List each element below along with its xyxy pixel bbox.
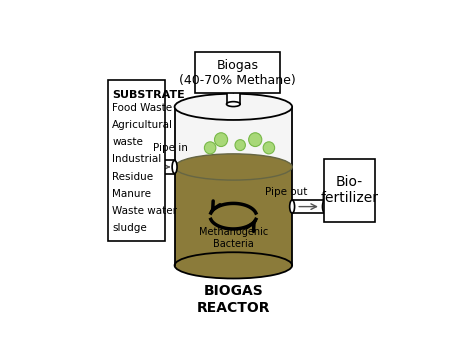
Ellipse shape	[174, 252, 292, 279]
Ellipse shape	[174, 154, 292, 180]
Text: BIOGAS
REACTOR: BIOGAS REACTOR	[197, 284, 270, 315]
Text: sludge: sludge	[112, 223, 147, 233]
FancyBboxPatch shape	[195, 52, 280, 93]
Bar	[227, 60, 240, 104]
Ellipse shape	[158, 160, 164, 174]
Ellipse shape	[172, 160, 177, 174]
Text: Bio-
fertilizer: Bio- fertilizer	[320, 175, 379, 205]
Ellipse shape	[174, 154, 292, 180]
Text: Biogas
(40-70% Methane): Biogas (40-70% Methane)	[179, 59, 296, 87]
Polygon shape	[174, 107, 292, 167]
Text: Agricultural: Agricultural	[112, 120, 173, 130]
Ellipse shape	[249, 133, 262, 147]
Ellipse shape	[322, 200, 328, 213]
Ellipse shape	[235, 140, 246, 151]
Ellipse shape	[215, 133, 228, 147]
FancyBboxPatch shape	[324, 159, 375, 222]
Bar	[292, 200, 325, 213]
Bar	[161, 160, 174, 174]
Ellipse shape	[263, 142, 274, 154]
Text: Waste water: Waste water	[112, 206, 177, 216]
Text: Manure: Manure	[112, 189, 151, 199]
Text: Methanogenic
Bacteria: Methanogenic Bacteria	[199, 227, 268, 249]
Ellipse shape	[174, 94, 292, 120]
Text: Industrial: Industrial	[112, 154, 162, 164]
Text: Pipe in: Pipe in	[153, 143, 188, 153]
Ellipse shape	[227, 58, 240, 63]
Ellipse shape	[174, 94, 292, 120]
FancyBboxPatch shape	[108, 80, 165, 241]
Polygon shape	[174, 167, 292, 266]
Ellipse shape	[290, 200, 294, 213]
Ellipse shape	[174, 252, 292, 279]
Ellipse shape	[227, 102, 240, 106]
Text: waste: waste	[112, 137, 143, 147]
Text: Residue: Residue	[112, 171, 154, 182]
Text: SUBSTRATE: SUBSTRATE	[112, 91, 185, 100]
Text: Food Waste: Food Waste	[112, 103, 173, 113]
Text: Pipe out: Pipe out	[265, 187, 308, 197]
Ellipse shape	[204, 142, 216, 154]
